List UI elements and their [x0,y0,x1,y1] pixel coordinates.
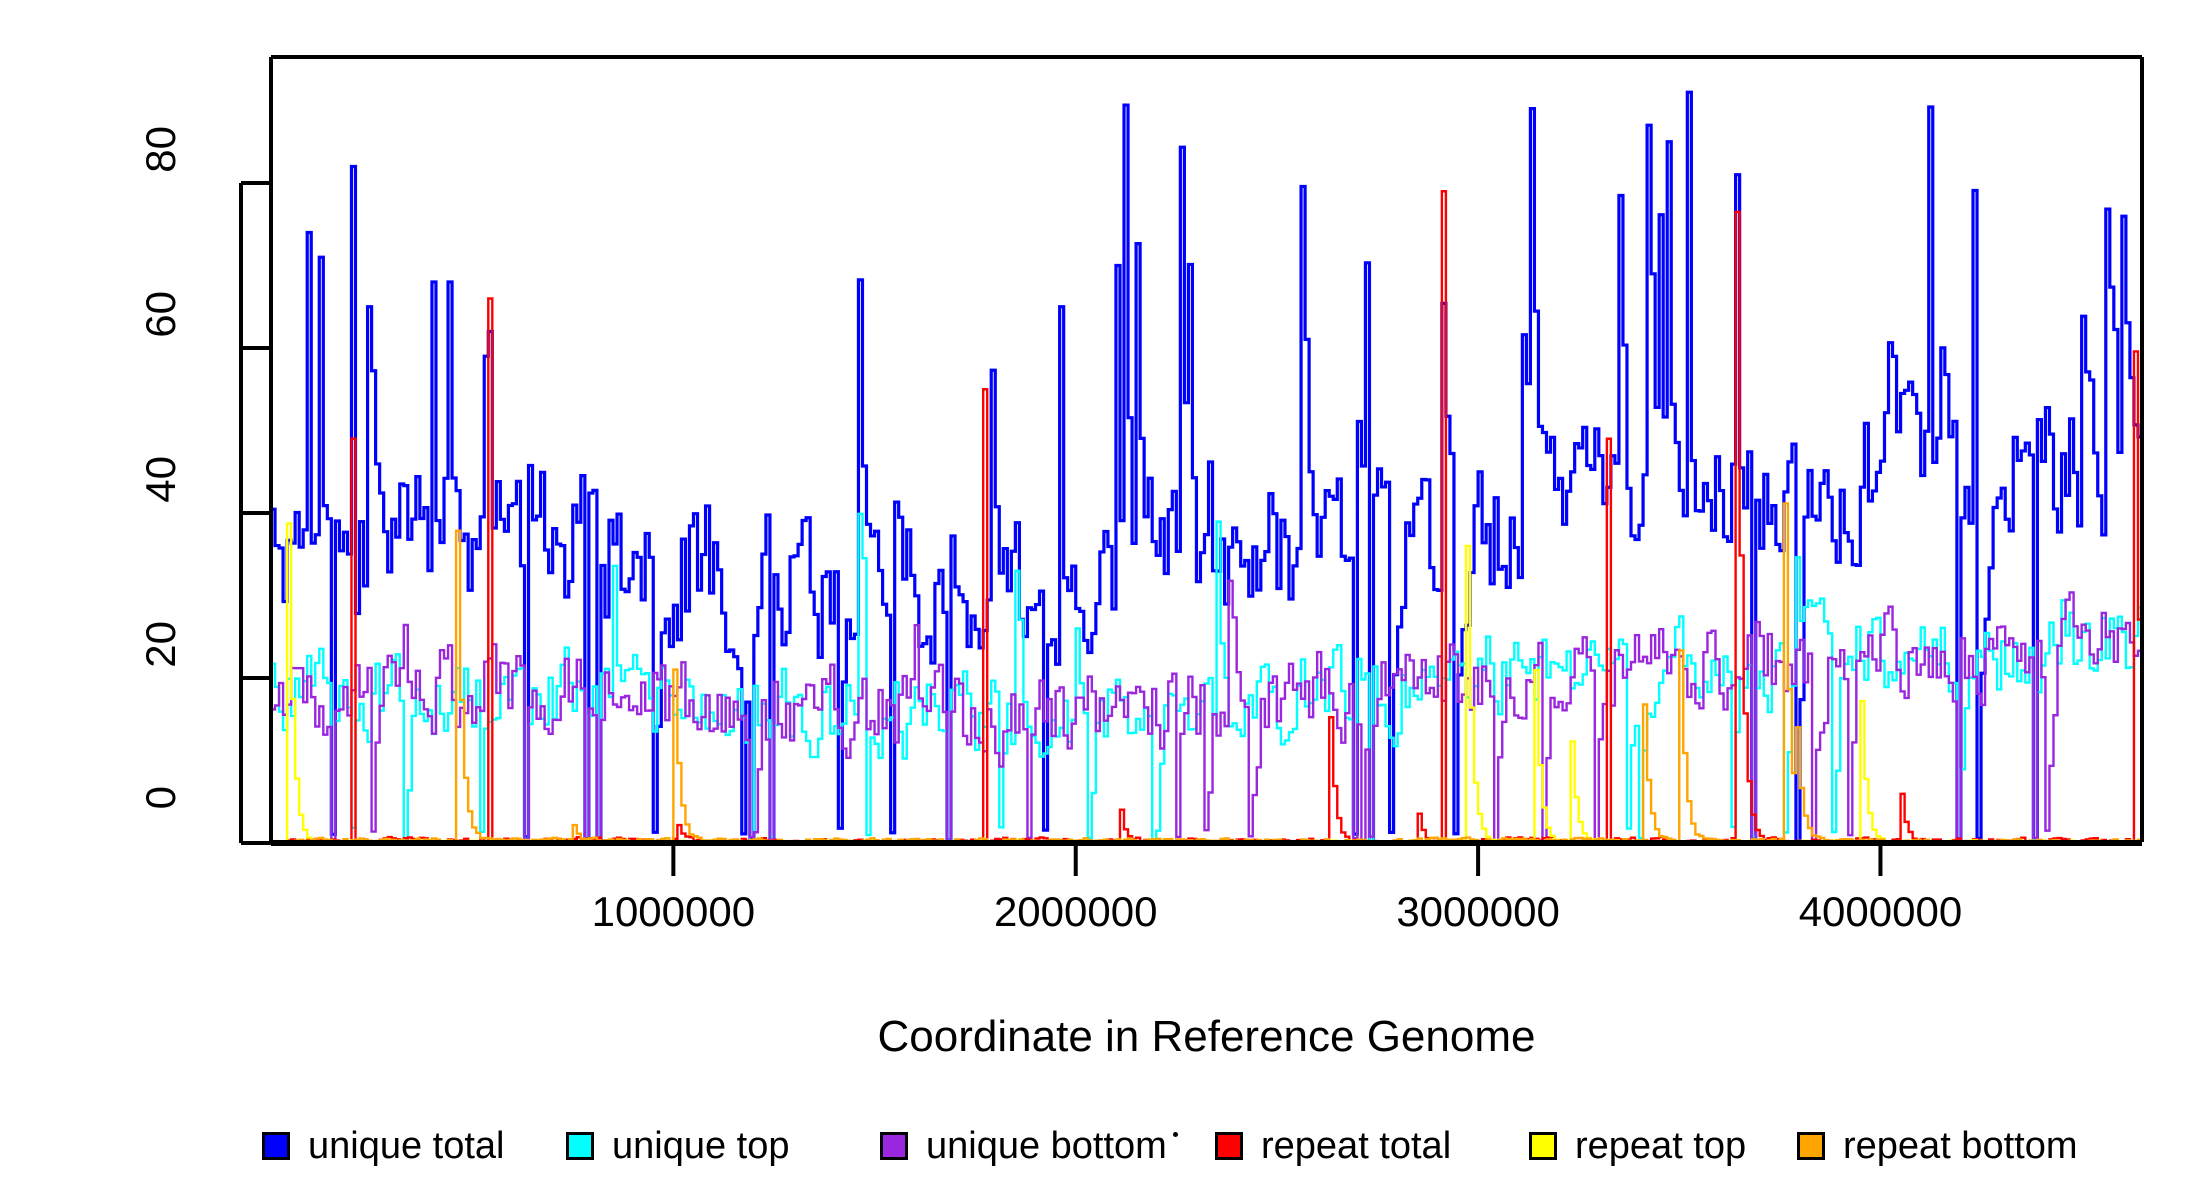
legend-swatch-unique-bottom [880,1132,908,1160]
legend-label-repeat-total: repeat total [1261,1125,1452,1167]
legend-label-repeat-top: repeat top [1575,1125,1747,1167]
legend-swatch-repeat-total [1215,1132,1243,1160]
x-tick-label-4000000: 4000000 [1798,888,1963,935]
plot-legend: unique total unique top unique bottom repea… [0,1118,2200,1178]
y-tick-label-60: 60 [137,291,184,338]
y-tick-label-80: 80 [137,126,184,173]
legend-swatch-unique-top [566,1132,594,1160]
x-axis-title: Coordinate in Reference Genome [877,1012,1536,1061]
legend-swatch-unique-total [262,1132,290,1160]
plot-axes [239,55,2144,876]
legend-item-repeat-top[interactable]: repeat top [1529,1118,1746,1174]
y-tick-label-20: 20 [137,621,184,668]
legend-item-repeat-bottom[interactable]: repeat bottom [1797,1118,2077,1174]
legend-item-unique-bottom[interactable]: unique bottom [880,1118,1167,1174]
legend-label-repeat-bottom: repeat bottom [1843,1125,2078,1167]
legend-swatch-repeat-bottom [1797,1132,1825,1160]
y-tick-label-0: 0 [137,786,184,810]
trace-unique-total [271,90,2142,845]
x-tick-label-1000000: 1000000 [591,888,756,935]
x-tick-label-3000000: 3000000 [1396,888,1560,935]
legend-label-unique-total: unique total [308,1125,505,1167]
y-tick-label-40: 40 [137,456,184,503]
legend-label-unique-bottom: unique bottom [926,1125,1167,1167]
trace-unique-top [271,512,2142,843]
x-tick-label-2000000: 2000000 [993,888,1158,935]
legend-item-repeat-total[interactable]: repeat total [1215,1118,1451,1174]
legend-swatch-repeat-top [1529,1132,1557,1160]
coverage-traces [271,90,2142,845]
legend-item-unique-total[interactable]: unique total [262,1118,505,1174]
legend-label-unique-top: unique top [612,1125,790,1167]
legend-stray-dot [1173,1132,1178,1137]
trace-unique-bottom [271,579,2142,845]
y-axis-title-wrap: Read Coverage Depth [62,50,132,850]
legend-item-unique-top[interactable]: unique top [566,1118,790,1174]
